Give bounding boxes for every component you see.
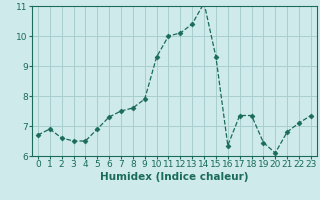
- X-axis label: Humidex (Indice chaleur): Humidex (Indice chaleur): [100, 172, 249, 182]
